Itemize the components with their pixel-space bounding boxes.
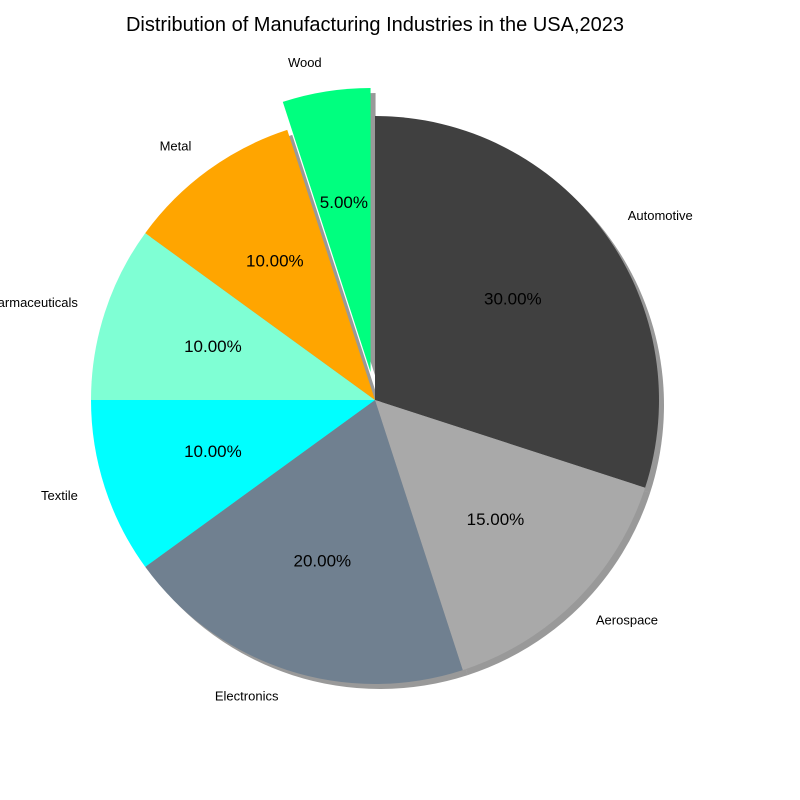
percent-label-textile: 10.00% [184, 442, 242, 461]
pie-slice-automotive [375, 116, 659, 488]
pie-slice-aerospace [375, 400, 646, 671]
category-label-electronics: Electronics [215, 689, 279, 704]
category-label-aerospace: Aerospace [596, 612, 658, 627]
pie-slice-metal [145, 129, 375, 400]
slice-layer [91, 87, 659, 684]
category-label-pharmaceuticals: Pharmaceuticals [0, 295, 78, 310]
pie-slice-wood [282, 87, 371, 372]
percent-label-electronics: 20.00% [294, 552, 352, 571]
chart-title: Distribution of Manufacturing Industries… [125, 14, 625, 36]
category-label-metal: Metal [160, 139, 192, 154]
percent-label-pharmaceuticals: 10.00% [184, 337, 242, 356]
percent-label-aerospace: 15.00% [467, 510, 525, 529]
category-label-textile: Textile [41, 488, 78, 503]
pie-slice-textile [91, 400, 375, 567]
pie-slice-pharmaceuticals [91, 233, 375, 400]
pie-slice-electronics [145, 400, 463, 684]
label-layer: Automotive 30.00% Aerospace 15.00% Electroni… [0, 55, 693, 704]
percent-label-metal: 10.00% [246, 252, 304, 271]
percent-label-wood: 5.00% [320, 193, 368, 212]
percent-label-automotive: 30.00% [484, 289, 542, 308]
category-label-automotive: Automotive [628, 208, 693, 223]
category-label-wood: Wood [288, 55, 322, 70]
